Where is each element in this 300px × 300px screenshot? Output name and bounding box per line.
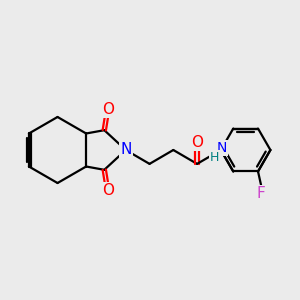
Text: N: N bbox=[216, 141, 227, 155]
Text: F: F bbox=[257, 186, 266, 201]
Text: N: N bbox=[120, 142, 131, 158]
Text: O: O bbox=[191, 135, 203, 150]
Text: O: O bbox=[102, 184, 114, 199]
Text: O: O bbox=[102, 101, 114, 116]
Text: H: H bbox=[210, 151, 220, 164]
